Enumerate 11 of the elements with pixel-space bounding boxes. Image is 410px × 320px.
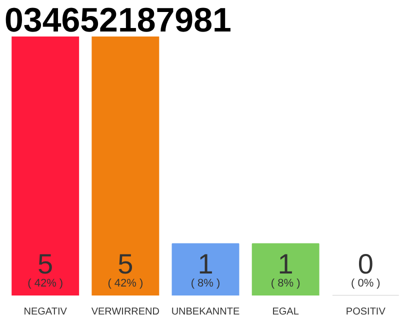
x-tick-label: UNBEKANNTE	[171, 306, 240, 318]
data-label: 1 ( 8% )	[270, 248, 300, 290]
x-tick-label: POSITIV	[346, 306, 386, 318]
chart-title: 034652187981	[4, 2, 232, 40]
data-label: 1 ( 8% )	[190, 248, 220, 290]
data-label: 5 ( 42% )	[108, 248, 144, 290]
x-tick-label: EGAL	[272, 306, 300, 318]
data-label: 0 ( 0% )	[350, 248, 380, 290]
data-label: 5 ( 42% )	[28, 248, 64, 290]
x-tick-label: NEGATIV	[24, 306, 68, 318]
x-tick-label: VERWIRREND	[91, 306, 160, 318]
